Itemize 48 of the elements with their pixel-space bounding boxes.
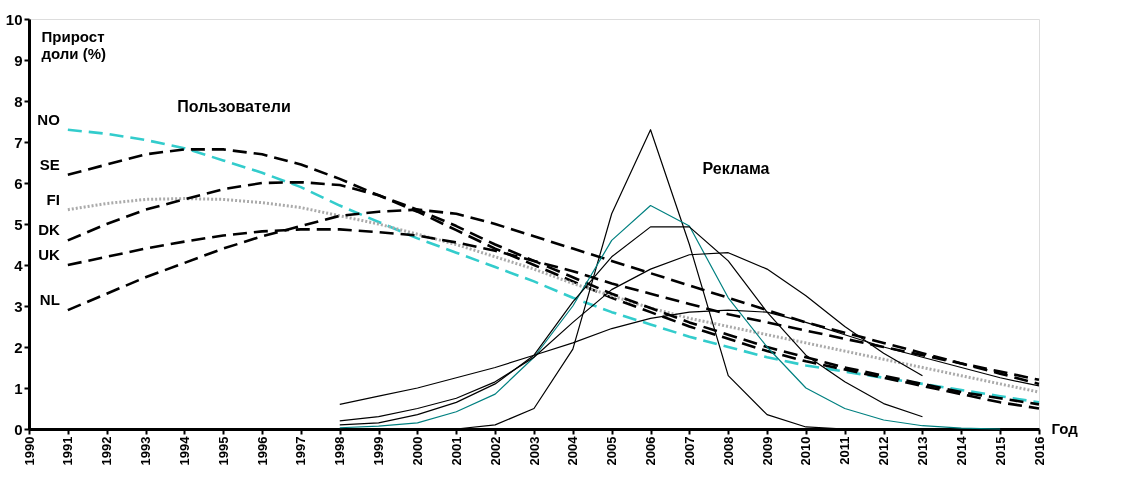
x-tick-label: 1991 [60, 436, 76, 466]
x-tick-label: 2002 [487, 436, 503, 466]
x-tick-label: 2014 [953, 435, 969, 466]
x-tick-label: 1996 [254, 436, 270, 466]
x-tick-label: 2008 [720, 436, 736, 466]
x-tick-label: 2010 [798, 436, 814, 466]
x-axis-title: Год [1051, 419, 1079, 437]
x-tick-label: 2016 [1031, 436, 1047, 466]
series-label: NO [37, 110, 61, 128]
x-tick-label: 1992 [99, 436, 115, 466]
x-tick-label: 1994 [176, 435, 192, 466]
y-tick-label: 0 [14, 420, 23, 438]
x-tick-label: 2005 [604, 436, 620, 466]
x-tick-label: 2001 [448, 436, 464, 466]
series-label: DK [38, 221, 61, 239]
y-tick-label: 3 [14, 297, 23, 315]
annotation: Пользователи [177, 98, 291, 116]
series-label: NL [39, 291, 60, 309]
x-tick-label: 1999 [371, 436, 387, 466]
x-tick-label: 1990 [21, 436, 37, 466]
x-tick-label: 2000 [409, 436, 425, 466]
x-tick-label: 1997 [293, 436, 309, 466]
x-tick-label: 2009 [759, 436, 775, 466]
x-tick-label: 2003 [526, 436, 542, 466]
series-label: FI [46, 190, 60, 208]
y-tick-label: 5 [14, 215, 23, 233]
x-tick-label: 2012 [876, 436, 892, 466]
series-label: SE [39, 155, 60, 173]
series-label: UK [38, 246, 61, 263]
x-tick-label: 1995 [215, 436, 231, 466]
y-tick-label: 10 [5, 10, 23, 28]
y-tick-label: 7 [14, 133, 23, 151]
x-tick-label: 1998 [332, 436, 348, 466]
x-tick-label: 2004 [565, 435, 581, 466]
x-tick-label: 2007 [681, 436, 697, 466]
y-tick-label: 8 [14, 92, 23, 110]
x-tick-label: 2006 [643, 436, 659, 466]
annotation: Реклама [702, 159, 770, 177]
x-tick-label: 2015 [992, 436, 1008, 466]
x-tick-label: 2011 [837, 436, 853, 465]
y-axis-title: Прирост доли (%) [41, 27, 107, 62]
x-tick-label: 1993 [138, 436, 154, 466]
y-tick-label: 9 [14, 51, 23, 69]
y-tick-label: 4 [14, 256, 24, 274]
y-tick-label: 1 [14, 379, 23, 397]
x-tick-label: 2013 [914, 436, 930, 466]
y-tick-label: 2 [14, 338, 23, 356]
y-tick-label: 6 [14, 174, 23, 192]
